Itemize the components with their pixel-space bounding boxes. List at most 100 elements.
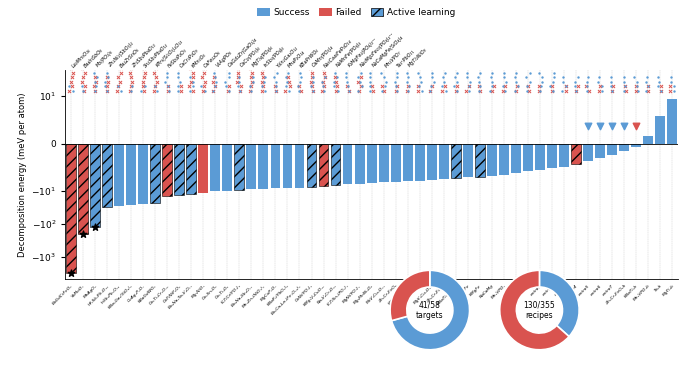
Point bbox=[125, 65, 136, 71]
Point bbox=[524, 65, 535, 71]
Text: CaMn(PO₃)₄: CaMn(PO₃)₄ bbox=[312, 44, 335, 68]
Point bbox=[308, 88, 319, 94]
Bar bbox=[90, 144, 100, 227]
Point bbox=[522, 83, 533, 90]
Point bbox=[356, 74, 366, 80]
Point bbox=[162, 88, 173, 94]
Point bbox=[669, 88, 680, 94]
Point bbox=[319, 74, 330, 80]
Bar bbox=[463, 144, 473, 177]
Point bbox=[596, 83, 607, 90]
Point bbox=[103, 74, 114, 80]
Text: Mn₄P₂O₁₄: Mn₄P₂O₁₄ bbox=[288, 49, 307, 68]
Point bbox=[140, 56, 151, 62]
Point bbox=[163, 88, 174, 94]
Point bbox=[246, 79, 257, 85]
Point bbox=[232, 79, 242, 85]
Point bbox=[138, 79, 149, 85]
Point bbox=[364, 69, 375, 76]
Point bbox=[341, 83, 352, 90]
Point bbox=[413, 83, 424, 90]
Point bbox=[306, 83, 317, 90]
Point bbox=[259, 51, 270, 57]
Point bbox=[125, 74, 136, 80]
Point bbox=[472, 74, 483, 80]
Point bbox=[306, 83, 316, 90]
Point bbox=[317, 79, 328, 85]
Point bbox=[64, 51, 75, 57]
Point bbox=[245, 74, 256, 80]
Point bbox=[438, 79, 449, 85]
Point bbox=[641, 74, 652, 80]
Point bbox=[630, 88, 641, 94]
Point bbox=[330, 79, 341, 85]
Point bbox=[534, 69, 545, 76]
Point bbox=[210, 74, 221, 80]
Point bbox=[270, 60, 281, 66]
Point bbox=[269, 83, 280, 90]
Point bbox=[78, 51, 89, 57]
Point bbox=[271, 56, 282, 62]
Point bbox=[163, 83, 174, 90]
Point bbox=[629, 74, 640, 80]
Bar bbox=[655, 116, 665, 144]
Text: Ta₃¹PbO₁₁: Ta₃¹PbO₁₁ bbox=[396, 48, 416, 68]
Point bbox=[619, 83, 630, 90]
Point bbox=[246, 83, 257, 90]
Point bbox=[258, 56, 269, 62]
Bar bbox=[307, 144, 316, 187]
Text: Y₃In₂Ga₂O₁₂: Y₃In₂Ga₂O₁₂ bbox=[275, 45, 299, 68]
Point bbox=[392, 65, 403, 71]
Point bbox=[259, 88, 270, 94]
Point bbox=[463, 83, 474, 90]
Point bbox=[451, 79, 462, 85]
Point bbox=[401, 60, 412, 66]
Point bbox=[103, 56, 114, 62]
Bar bbox=[138, 144, 148, 204]
Point bbox=[77, 60, 88, 66]
Point bbox=[560, 83, 571, 90]
Point bbox=[665, 88, 676, 94]
Text: 41/58
targets: 41/58 targets bbox=[416, 300, 444, 320]
Point bbox=[247, 69, 258, 76]
Point bbox=[176, 83, 187, 90]
Point bbox=[185, 65, 196, 71]
Point bbox=[245, 88, 256, 94]
Bar bbox=[282, 144, 292, 188]
Point bbox=[90, 83, 101, 90]
Bar bbox=[355, 144, 364, 184]
Bar bbox=[114, 144, 124, 206]
Point bbox=[91, 74, 102, 80]
Point bbox=[619, 123, 630, 129]
Bar bbox=[667, 99, 677, 144]
Point bbox=[473, 65, 484, 71]
Point bbox=[437, 74, 448, 80]
Point bbox=[138, 83, 149, 90]
Point bbox=[414, 83, 425, 90]
Point bbox=[65, 79, 76, 85]
Point bbox=[308, 79, 319, 85]
Point bbox=[509, 74, 520, 80]
Point bbox=[416, 88, 427, 94]
Bar bbox=[126, 144, 136, 205]
Bar bbox=[78, 144, 88, 234]
Point bbox=[245, 65, 256, 71]
Point bbox=[305, 79, 316, 85]
Point bbox=[234, 88, 245, 94]
Point bbox=[388, 56, 399, 62]
Point bbox=[76, 42, 87, 48]
Point bbox=[510, 88, 521, 94]
Point bbox=[175, 88, 186, 94]
Point bbox=[341, 79, 352, 85]
Point bbox=[665, 83, 676, 90]
Point bbox=[102, 79, 113, 85]
Point bbox=[364, 88, 375, 94]
Point bbox=[79, 69, 90, 76]
Point bbox=[486, 88, 497, 94]
Point bbox=[607, 83, 618, 90]
Point bbox=[439, 69, 450, 76]
Point bbox=[353, 65, 364, 71]
Bar bbox=[319, 144, 328, 186]
Point bbox=[377, 83, 388, 90]
Point bbox=[366, 83, 377, 90]
